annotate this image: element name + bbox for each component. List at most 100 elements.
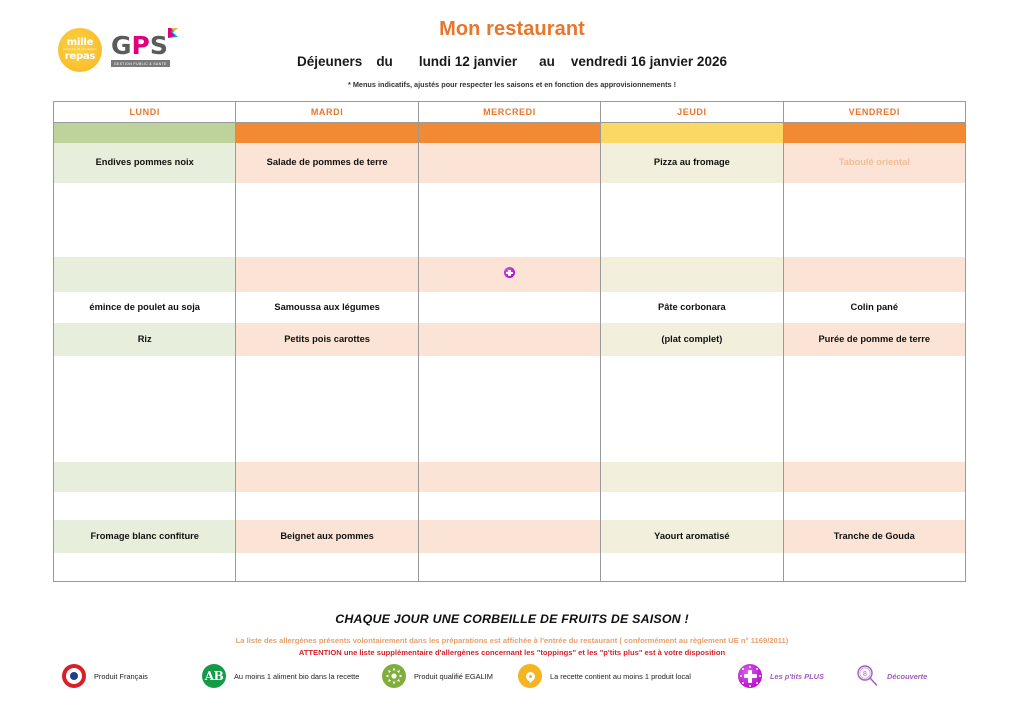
cell-blank4-jeudi [600, 404, 784, 462]
cell-spacer2-jeudi [600, 462, 784, 492]
cell-entree-lundi: Endives pommes noix [52, 143, 237, 183]
gps-flag-icon [167, 28, 178, 38]
band-vendredi [782, 122, 967, 143]
cell-entree-jeudi: Pizza au fromage [600, 143, 784, 183]
cell-bottom-lundi [52, 553, 237, 582]
cell-spacer2-lundi [52, 462, 237, 492]
location-pin-icon [518, 664, 542, 688]
table-row: Endives pommes noix Salade de pommes de … [52, 143, 967, 183]
cell-blank-jeudi [600, 183, 784, 221]
column-header-lundi: LUNDI [52, 101, 237, 123]
cell-blank4-vendredi [782, 404, 967, 462]
cell-accomp-mardi: Petits pois carottes [235, 323, 419, 356]
subtitle-start-date: lundi 12 janvier [418, 54, 518, 69]
cell-blank3-jeudi [600, 356, 784, 404]
menu-disclaimer-note: * Menus indicatifs, ajustés pour respect… [347, 80, 677, 89]
subtitle-end-date: vendredi 16 janvier 2026 [570, 54, 727, 69]
cell-plat-mercredi [417, 292, 602, 323]
page-header: mille la cuisine de nos régions repas GP… [0, 0, 1024, 98]
legend-label-ptits-plus: Les p'tits PLUS [770, 671, 824, 681]
table-row [52, 492, 967, 520]
cell-fromage-vendredi [782, 492, 967, 520]
table-row [52, 553, 967, 582]
cell-bottom-mercredi [417, 553, 602, 582]
column-header-mercredi: MERCREDI [417, 101, 602, 123]
mille-repas-line2: repas [64, 50, 96, 62]
cell-plat-lundi: émince de poulet au soja [52, 292, 237, 323]
legend-item-decouverte: 8 Découverte [855, 664, 927, 688]
cell-blank-vendredi [782, 183, 967, 221]
legend-label-local: La recette contient au moins 1 produit l… [550, 671, 691, 681]
cell-accomp-jeudi: (plat complet) [600, 323, 784, 356]
cell-fromage-lundi [52, 492, 237, 520]
cell-blank2-lundi [52, 221, 237, 257]
cell-blank2-vendredi [782, 221, 967, 257]
color-band-row [52, 122, 967, 143]
gps-letter-p: P [131, 31, 150, 60]
cell-spacer2-mercredi [417, 462, 602, 492]
cell-spacer1-mardi [235, 257, 419, 292]
table-row [52, 221, 967, 257]
logo-group: mille la cuisine de nos régions repas GP… [58, 28, 178, 72]
allergen-notice-line-1: La liste des allergènes présents volonta… [235, 636, 789, 645]
cell-entree-vendredi: Taboulé oriental [782, 143, 967, 183]
cell-dessert-mardi: Beignet aux pommes [235, 520, 419, 553]
cell-blank4-mercredi [417, 404, 602, 462]
cell-blank4-mardi [235, 404, 419, 462]
table-row [52, 356, 967, 404]
table-row: Fromage blanc confiture Beignet aux pomm… [52, 520, 967, 553]
table-row [52, 257, 967, 292]
cell-bottom-vendredi [782, 553, 967, 582]
gps-wordmark: GPS [111, 28, 178, 60]
table-header-row: LUNDI MARDI MERCREDI JEUDI VENDREDI [52, 101, 967, 123]
column-header-mardi: MARDI [235, 101, 419, 123]
legend-item-bio: AB Au moins 1 aliment bio dans la recett… [202, 664, 359, 688]
cell-spacer1-mercredi [417, 257, 602, 292]
cell-fromage-mardi [235, 492, 419, 520]
cell-spacer1-vendredi [782, 257, 967, 292]
cell-blank-mardi [235, 183, 419, 221]
cell-blank2-jeudi [600, 221, 784, 257]
subtitle-word-dejeuners: Déjeuners [297, 54, 363, 69]
gps-letter-g: G [111, 31, 132, 60]
cell-spacer2-mardi [235, 462, 419, 492]
ptits-plus-icon [738, 664, 762, 688]
legend-bar: Produit Français AB Au moins 1 aliment b… [0, 660, 1024, 704]
cell-blank2-mardi [235, 221, 419, 257]
column-header-jeudi: JEUDI [600, 101, 784, 123]
subtitle-word-au: au [539, 54, 555, 69]
gps-logo-subtitle: GESTION PUBLIC & SANTE [111, 60, 170, 67]
cell-dessert-lundi: Fromage blanc confiture [52, 520, 237, 553]
legend-label-bio: Au moins 1 aliment bio dans la recette [234, 671, 360, 681]
ab-bio-icon: AB [202, 664, 226, 688]
legend-label-egalim: Produit qualifié EGALIM [414, 671, 493, 681]
band-mardi [235, 122, 419, 143]
cell-entree-mercredi [417, 143, 602, 183]
allergen-notice-line-2: ATTENTION une liste supplémentaire d'all… [298, 648, 726, 657]
cell-blank3-lundi [52, 356, 237, 404]
cell-spacer2-vendredi [782, 462, 967, 492]
ptits-plus-icon [503, 267, 515, 279]
legend-label-produit-francais: Produit Français [94, 671, 148, 681]
table-row: émince de poulet au soja Samoussa aux lé… [52, 292, 967, 323]
cell-dessert-vendredi: Tranche de Gouda [782, 520, 967, 553]
cell-plat-jeudi: Pâte corbonara [600, 292, 784, 323]
cell-blank-mercredi [417, 183, 602, 221]
cell-dessert-jeudi: Yaourt aromatisé [600, 520, 784, 553]
cell-plat-vendredi: Colin pané [782, 292, 967, 323]
cell-blank4-lundi [52, 404, 237, 462]
subtitle-word-du: du [376, 54, 393, 69]
egalim-icon [382, 664, 406, 688]
table-row [52, 462, 967, 492]
cell-accomp-lundi: Riz [52, 323, 237, 356]
cell-spacer1-lundi [52, 257, 237, 292]
weekly-menu-table: LUNDI MARDI MERCREDI JEUDI VENDREDI Endi… [52, 101, 967, 582]
page-title: Mon restaurant [439, 18, 585, 40]
cocarde-france-icon [62, 664, 86, 688]
cell-fromage-jeudi [600, 492, 784, 520]
svg-text:8: 8 [863, 671, 867, 678]
cell-accomp-vendredi: Purée de pomme de terre [782, 323, 967, 356]
mille-repas-line1: mille [66, 36, 94, 48]
cell-accomp-mercredi [417, 323, 602, 356]
cell-spacer1-jeudi [600, 257, 784, 292]
